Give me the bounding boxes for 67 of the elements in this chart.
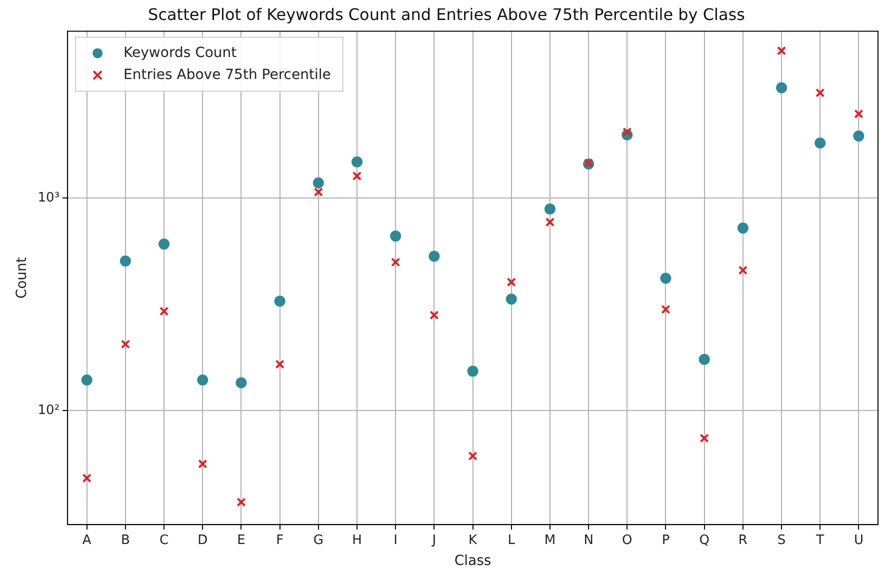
x-axis-title: Class bbox=[454, 553, 492, 570]
x-tick-label: O bbox=[622, 532, 632, 548]
chart-title: Scatter Plot of Keywords Count and Entries Above 75th Percentile by Class bbox=[148, 4, 745, 24]
point bbox=[428, 250, 440, 262]
point bbox=[700, 434, 709, 443]
point bbox=[738, 266, 748, 275]
legend-label: Entries Above 75th Percentile bbox=[124, 66, 331, 83]
x-tick-label: E bbox=[237, 532, 246, 548]
x-tick-label: H bbox=[352, 532, 362, 548]
point bbox=[314, 187, 323, 197]
x-tick-label: S bbox=[777, 532, 786, 548]
point bbox=[274, 296, 286, 307]
x-tick-label: M bbox=[544, 532, 556, 548]
point bbox=[312, 177, 324, 188]
point bbox=[544, 203, 556, 214]
point bbox=[82, 474, 92, 483]
x-tick-label: Q bbox=[699, 532, 710, 548]
point bbox=[352, 156, 362, 168]
point bbox=[120, 340, 130, 349]
legend-label: Keywords Count bbox=[124, 44, 238, 61]
point bbox=[776, 46, 786, 56]
point bbox=[545, 218, 554, 227]
x-tick-label: I bbox=[394, 532, 398, 548]
point bbox=[197, 374, 208, 386]
point bbox=[120, 256, 131, 267]
point bbox=[390, 230, 402, 242]
point bbox=[622, 127, 632, 136]
y-tick-label: 10² bbox=[38, 402, 60, 418]
y-tick-label: 10³ bbox=[38, 190, 60, 206]
x-tick-label: G bbox=[313, 532, 324, 548]
x-tick-label: A bbox=[82, 532, 92, 548]
point bbox=[198, 459, 208, 468]
point bbox=[236, 498, 246, 507]
point bbox=[854, 109, 864, 118]
point bbox=[661, 304, 670, 314]
point bbox=[660, 272, 672, 284]
x-tick-label: U bbox=[854, 532, 864, 548]
point bbox=[468, 451, 478, 461]
point bbox=[391, 258, 400, 267]
x-tick-label: L bbox=[508, 532, 516, 548]
x-tick-label: K bbox=[468, 532, 478, 548]
point bbox=[816, 88, 825, 98]
x-tick-label: D bbox=[198, 532, 208, 548]
point bbox=[814, 137, 826, 148]
x-tick-label: C bbox=[159, 532, 169, 548]
x-tick-label: F bbox=[276, 532, 284, 548]
y-axis-title: Count bbox=[14, 256, 30, 299]
point bbox=[506, 278, 516, 287]
point bbox=[430, 310, 439, 320]
x-tick-label: N bbox=[584, 532, 594, 548]
x-tick-label: R bbox=[738, 532, 748, 548]
point bbox=[275, 360, 284, 369]
point bbox=[352, 171, 362, 180]
point bbox=[776, 82, 788, 94]
x-tick-label: B bbox=[120, 532, 130, 548]
point bbox=[737, 222, 748, 234]
point bbox=[506, 294, 517, 305]
point bbox=[158, 238, 170, 250]
point bbox=[698, 354, 710, 365]
point bbox=[160, 306, 169, 316]
x-tick-label: J bbox=[431, 532, 436, 548]
x-tick-label: T bbox=[815, 532, 824, 548]
point bbox=[236, 377, 247, 388]
x-tick-label: P bbox=[662, 532, 670, 548]
point bbox=[853, 130, 864, 142]
point bbox=[81, 374, 92, 386]
point bbox=[467, 366, 478, 377]
